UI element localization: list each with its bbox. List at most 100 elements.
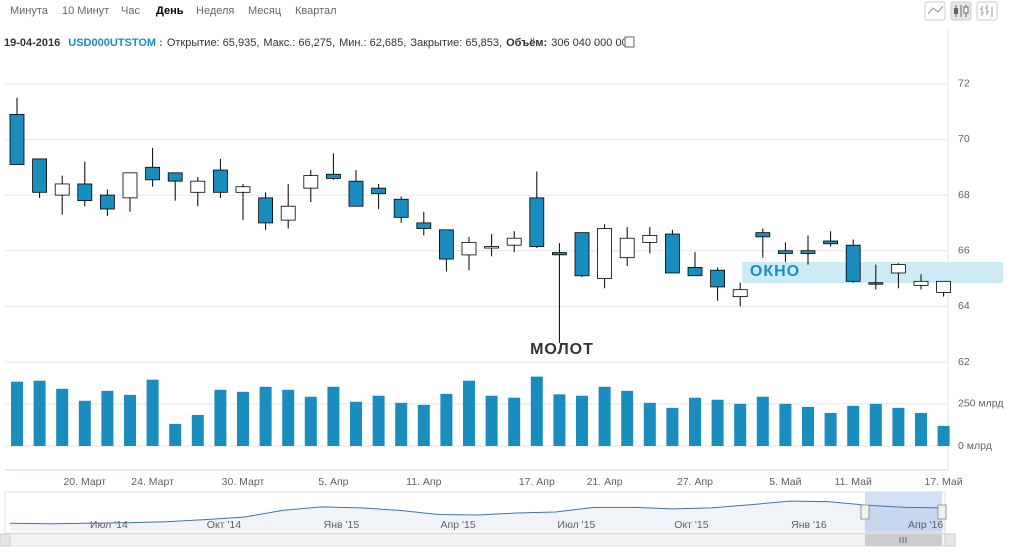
navigator-frame [4,491,946,534]
candle-body [936,280,951,293]
x-tick-label: 17. Апр [519,476,555,488]
volume-bar [169,423,182,446]
volume-bar [78,400,91,446]
volume-bar [350,401,362,446]
volume-bar [937,425,950,446]
volume-bar [327,386,340,446]
y-tick-label: 66 [958,245,970,257]
scrollbar-track[interactable] [4,533,946,547]
x-tick-label: 24. Март [131,476,174,488]
candle-body [438,229,454,260]
candle-body [891,264,906,274]
x-tick-label: 11. Апр [406,476,441,488]
range-button[interactable]: Час [121,5,140,17]
volume-bar [214,389,227,446]
volume-bar [824,412,837,446]
annotation: МОЛОТ [530,341,594,358]
icon [963,6,969,14]
volume-bar [643,402,656,446]
y-tick-label: 64 [958,300,970,312]
range-button[interactable]: Неделя [196,5,234,17]
candle-body [258,197,274,224]
candle-body [845,244,861,282]
line-view-button[interactable] [924,1,946,21]
x-tick-label: 5. Апр [318,476,348,488]
icon [980,5,993,17]
volume-label: Объём: [506,37,547,49]
candle-body [868,282,884,285]
candle-body [235,186,251,193]
candle-body [303,175,319,189]
x-tick-label: 11. Май [835,476,872,488]
volume-bar [847,405,860,446]
candle-body [778,250,793,254]
icon [927,5,944,15]
volume-bar [417,404,430,446]
volume-bar [395,402,408,446]
navigator-label: Апр '15 [441,519,476,531]
volume-bar [124,394,136,446]
volume-bar [372,395,385,446]
volume-bar [576,395,588,446]
candle-body [484,246,500,249]
navigator-area [10,501,945,531]
y-tick-label: 72 [958,78,970,90]
volume-bar [463,380,475,446]
y-tick-label: 70 [958,133,970,145]
range-button[interactable]: Минута [10,5,49,17]
range-button[interactable]: День [156,5,184,17]
x-tick-label: 30. Март [222,476,265,488]
volume-bar [508,397,521,446]
candle-body [371,187,387,195]
navigator-label: Окт '14 [207,519,241,531]
volume-bar [11,381,23,446]
volume-bar [282,389,295,446]
navigator-selection[interactable] [865,492,942,533]
volume-bar [689,397,701,446]
candle-body [710,269,725,288]
candle-body [416,222,432,229]
navigator-label: Янв '15 [324,519,360,531]
navigator-label: Апр '16 [908,519,943,531]
candle-body [325,173,341,179]
candle-body [461,241,477,256]
candle-body [348,180,364,207]
v-tick-label: 0 млрд [958,440,992,452]
date: 19-04-2016 [4,37,60,49]
candle-body [506,237,522,246]
volume-bar [892,407,905,446]
candle-body [32,158,47,193]
candle-body [190,180,206,193]
tooltip-header: 19-04-2016 USD000UTSTOM : Открытие: 65,935… [4,37,634,49]
range-button[interactable]: Месяц [248,5,282,17]
scroll-left[interactable] [0,533,11,547]
scroll-right[interactable] [944,533,956,547]
candle-body [280,205,296,221]
volume-bar [598,386,611,446]
volume-bar [530,376,543,446]
navigator-label: Окт '15 [674,519,708,531]
navigator-line [9,500,946,525]
x-tick-label: 5. Май [769,476,801,488]
candle-body [145,166,161,181]
candle-body [574,232,590,277]
range-button[interactable]: Квартал [295,5,337,17]
icon [954,8,958,14]
export-icon[interactable] [624,36,635,48]
volume-bar [101,390,114,446]
gap-highlight [742,262,1003,283]
ticker: USD000UTSTOM : [68,37,163,49]
thumb-grip [899,537,907,543]
candle-body [9,114,25,165]
volume-bar [191,414,204,446]
annotation: ОКНО [750,263,800,280]
volume-bar [711,399,724,446]
candle-body [167,172,183,182]
range-button[interactable]: 10 Минут [62,5,109,17]
volume-bar [621,390,634,446]
candle-body [687,267,703,277]
volume-bar [33,380,46,446]
candle-body [823,240,838,245]
volume-bar [915,412,927,446]
